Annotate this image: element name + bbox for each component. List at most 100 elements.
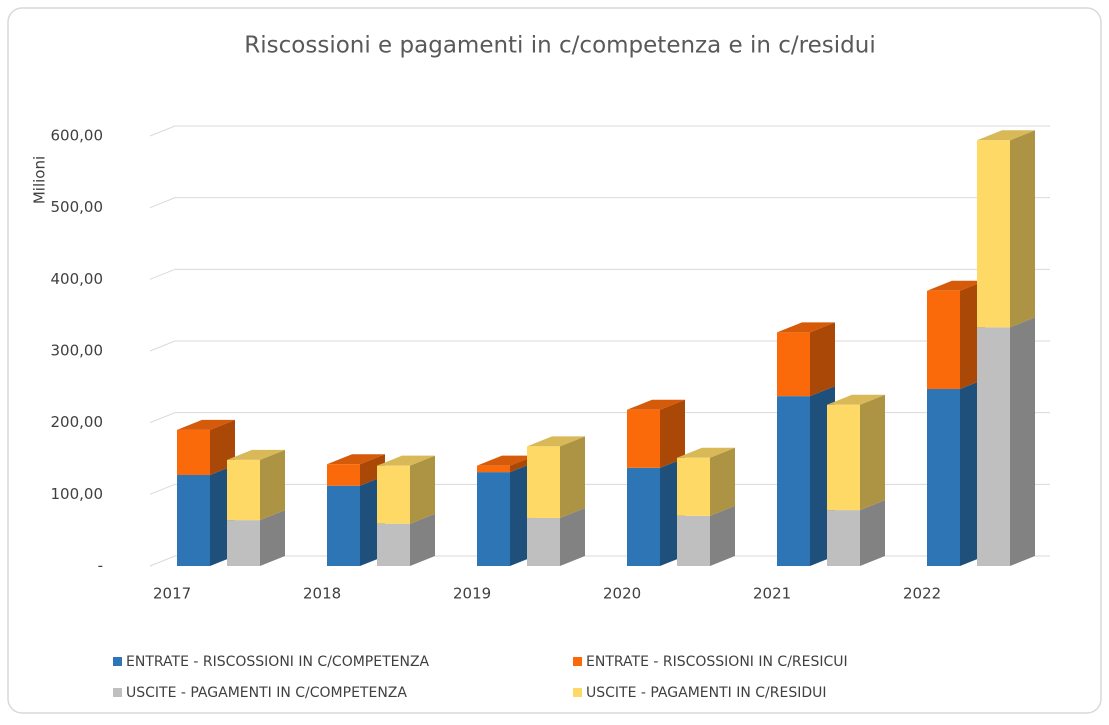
bar-side xyxy=(560,436,585,518)
x-tick-label: 2019 xyxy=(453,585,491,603)
grid-line xyxy=(149,268,1050,280)
bar xyxy=(527,507,585,566)
bar-front xyxy=(927,290,960,389)
bar-top xyxy=(477,455,535,466)
y-axis-label: Milioni xyxy=(31,156,49,204)
bar-front xyxy=(527,446,560,518)
bar-front xyxy=(977,140,1010,328)
x-tick-label: 2021 xyxy=(753,585,791,603)
bar xyxy=(227,510,285,566)
bar xyxy=(177,464,235,566)
y-tick-label: 500,00 xyxy=(51,198,104,216)
bar-top xyxy=(977,130,1035,141)
bar-front xyxy=(527,517,560,566)
bar xyxy=(527,436,585,518)
bar xyxy=(677,447,735,516)
bar xyxy=(627,457,685,566)
legend-swatch xyxy=(573,688,582,697)
bar-top xyxy=(177,419,235,430)
y-tick-label: 600,00 xyxy=(51,127,104,145)
bar-front xyxy=(827,510,860,566)
bar xyxy=(227,449,285,521)
bar-front xyxy=(677,457,710,516)
bar-top xyxy=(777,322,835,333)
bar-top xyxy=(527,436,585,447)
bar xyxy=(827,500,885,566)
bar-side xyxy=(810,322,835,397)
bar-front xyxy=(777,332,810,397)
bar-top xyxy=(827,394,885,405)
bar-front xyxy=(177,474,210,566)
legend-label: ENTRATE - RISCOSSIONI IN C/RESICUI xyxy=(586,654,848,670)
grid-line xyxy=(149,412,1050,424)
bar-top xyxy=(327,454,385,465)
legend-label: USCITE - PAGAMENTI IN C/COMPETENZA xyxy=(126,685,407,701)
grid-line xyxy=(149,555,1050,567)
bar-front xyxy=(677,515,710,566)
bar xyxy=(977,130,1035,328)
bar xyxy=(977,317,1035,566)
bar xyxy=(677,505,735,566)
grid-line xyxy=(149,483,1050,495)
bar-front xyxy=(477,465,510,473)
bar-side xyxy=(410,513,435,566)
bar-side xyxy=(1010,317,1035,566)
chart-title: Riscossioni e pagamenti in c/competenza … xyxy=(244,33,875,59)
bar-front xyxy=(327,485,360,566)
legend-label: USCITE - PAGAMENTI IN C/RESIDUI xyxy=(586,685,827,701)
bar-top xyxy=(927,280,985,291)
bar xyxy=(627,399,685,468)
legend-swatch xyxy=(113,657,122,666)
bar xyxy=(377,455,435,524)
bar-top xyxy=(377,455,435,466)
bar-side xyxy=(1010,130,1035,328)
bar-side xyxy=(710,505,735,566)
y-tick-label: 300,00 xyxy=(51,342,104,360)
bar-side xyxy=(660,399,685,468)
bar-front xyxy=(927,388,960,566)
grid-line xyxy=(149,125,1050,137)
bar-front xyxy=(177,429,210,475)
bar xyxy=(827,394,885,511)
bar-side xyxy=(260,449,285,521)
bar-side xyxy=(860,500,885,566)
x-tick-label: 2018 xyxy=(303,585,341,603)
bar xyxy=(377,513,435,566)
x-tick-label: 2020 xyxy=(603,585,641,603)
x-tick-label: 2022 xyxy=(903,585,941,603)
bar xyxy=(927,280,985,389)
y-tick-label: 200,00 xyxy=(51,413,104,431)
bar-front xyxy=(327,464,360,486)
legend-swatch xyxy=(113,688,122,697)
grid-line xyxy=(149,197,1050,209)
bar xyxy=(777,322,835,397)
bar-front xyxy=(777,396,810,566)
x-tick-label: 2017 xyxy=(153,585,191,603)
bar-side xyxy=(410,455,435,524)
bar-front xyxy=(377,465,410,524)
bar-top xyxy=(677,447,735,458)
bar-top xyxy=(227,449,285,460)
y-tick-label: - xyxy=(98,557,103,575)
bar xyxy=(177,419,235,475)
bar-front xyxy=(627,467,660,566)
bar-side xyxy=(260,510,285,566)
bar-front xyxy=(477,472,510,566)
grid-line xyxy=(149,340,1050,352)
bar xyxy=(927,378,985,566)
bar xyxy=(777,386,835,566)
bar-front xyxy=(227,459,260,521)
bar-front xyxy=(227,520,260,566)
y-tick-label: 100,00 xyxy=(51,485,104,503)
bar-top xyxy=(627,399,685,410)
bar-front xyxy=(827,404,860,511)
bar-front xyxy=(377,523,410,566)
bar-side xyxy=(560,507,585,566)
bar-side xyxy=(710,447,735,516)
legend-label: ENTRATE - RISCOSSIONI IN C/COMPETENZA xyxy=(126,654,430,670)
y-tick-label: 400,00 xyxy=(51,270,104,288)
bar-front xyxy=(627,409,660,468)
bar-front xyxy=(977,327,1010,566)
bar xyxy=(477,462,535,566)
